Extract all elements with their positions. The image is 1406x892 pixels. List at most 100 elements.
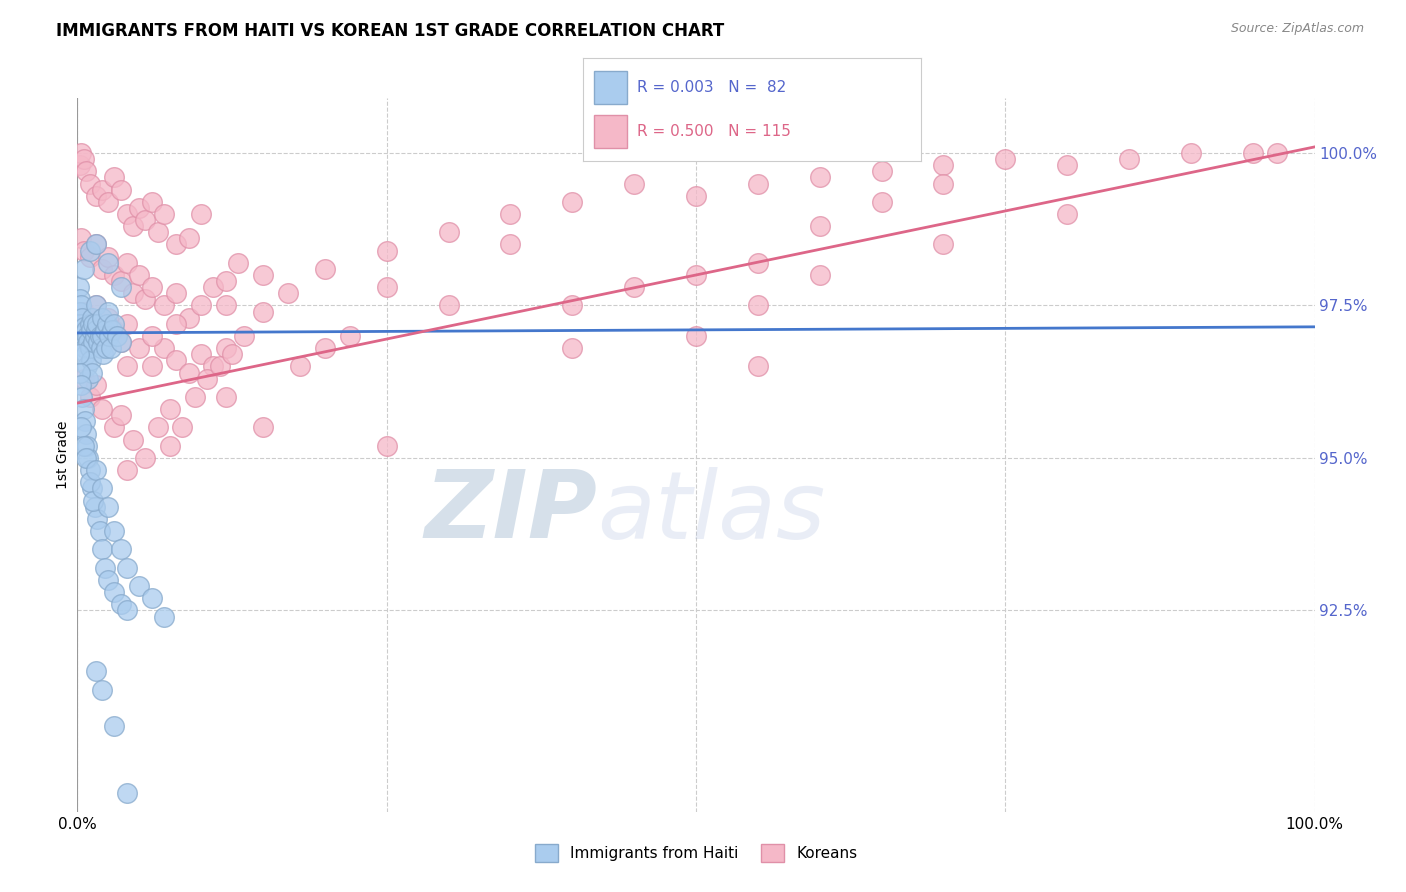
Point <box>103 524 125 538</box>
Point <box>1056 207 1078 221</box>
Point <box>98 329 121 343</box>
Point <box>91 183 114 197</box>
Point <box>623 280 645 294</box>
Point <box>110 335 132 350</box>
Point <box>84 188 107 202</box>
Point <box>84 665 107 679</box>
Point <box>105 329 128 343</box>
Point <box>72 319 94 334</box>
Point <box>314 341 336 355</box>
Point <box>97 194 120 209</box>
Point <box>747 177 769 191</box>
Point <box>86 317 108 331</box>
Point <box>1118 152 1140 166</box>
Point <box>141 194 163 209</box>
Point <box>100 341 122 355</box>
Point <box>73 414 96 428</box>
Point <box>82 482 104 496</box>
Text: atlas: atlas <box>598 467 825 558</box>
Point <box>277 286 299 301</box>
Point <box>69 293 91 307</box>
Point <box>103 585 125 599</box>
Text: Source: ZipAtlas.com: Source: ZipAtlas.com <box>1230 22 1364 36</box>
Point <box>75 323 97 337</box>
Point <box>91 542 114 557</box>
Point <box>128 341 150 355</box>
Point <box>339 329 361 343</box>
Point <box>177 231 200 245</box>
Point <box>82 317 104 331</box>
Point <box>808 268 831 282</box>
Point <box>190 207 212 221</box>
Point <box>72 244 94 258</box>
Point <box>84 323 107 337</box>
Point <box>72 304 94 318</box>
Point <box>76 439 98 453</box>
Point <box>208 359 231 374</box>
Point <box>215 274 238 288</box>
Point <box>89 329 111 343</box>
Point <box>97 310 120 325</box>
Point <box>82 366 104 380</box>
Point <box>72 390 94 404</box>
Point <box>141 591 163 606</box>
Point <box>103 323 125 337</box>
Point <box>91 310 114 325</box>
Point <box>97 256 120 270</box>
Point <box>1241 146 1264 161</box>
Point <box>72 439 94 453</box>
Point <box>499 207 522 221</box>
Point <box>932 158 955 172</box>
Point <box>870 164 893 178</box>
Point <box>70 231 93 245</box>
Point <box>159 402 181 417</box>
Point <box>76 359 98 374</box>
Point <box>72 329 94 343</box>
Point <box>75 450 97 465</box>
Point <box>115 207 138 221</box>
Point <box>72 402 94 417</box>
Point <box>141 329 163 343</box>
Point <box>165 317 187 331</box>
Point <box>128 268 150 282</box>
Point <box>1267 146 1289 161</box>
Point <box>747 298 769 312</box>
Point <box>79 250 101 264</box>
Point <box>70 420 93 434</box>
Point <box>82 493 104 508</box>
Point <box>375 244 398 258</box>
Point <box>134 450 156 465</box>
Point <box>70 317 93 331</box>
Point <box>94 341 117 355</box>
Point <box>75 347 97 361</box>
Point <box>77 450 100 465</box>
Point <box>72 152 94 166</box>
Point <box>177 366 200 380</box>
Point <box>79 177 101 191</box>
Point <box>103 317 125 331</box>
Point <box>747 256 769 270</box>
Point <box>70 298 93 312</box>
Point <box>932 177 955 191</box>
Text: ZIP: ZIP <box>425 466 598 558</box>
Point <box>80 353 103 368</box>
Point <box>86 512 108 526</box>
Point <box>84 237 107 252</box>
Point <box>685 329 707 343</box>
Point <box>215 298 238 312</box>
Point <box>69 158 91 172</box>
Text: R = 0.003   N =  82: R = 0.003 N = 82 <box>637 80 787 95</box>
Point <box>91 402 114 417</box>
Point <box>91 482 114 496</box>
Point <box>69 366 91 380</box>
Point <box>75 426 97 441</box>
Point <box>141 280 163 294</box>
Y-axis label: 1st Grade: 1st Grade <box>56 421 70 489</box>
Text: IMMIGRANTS FROM HAITI VS KOREAN 1ST GRADE CORRELATION CHART: IMMIGRANTS FROM HAITI VS KOREAN 1ST GRAD… <box>56 22 724 40</box>
Point <box>190 298 212 312</box>
Point <box>221 347 243 361</box>
Point <box>73 326 96 340</box>
Point <box>561 341 583 355</box>
Point <box>252 304 274 318</box>
Point <box>79 475 101 490</box>
